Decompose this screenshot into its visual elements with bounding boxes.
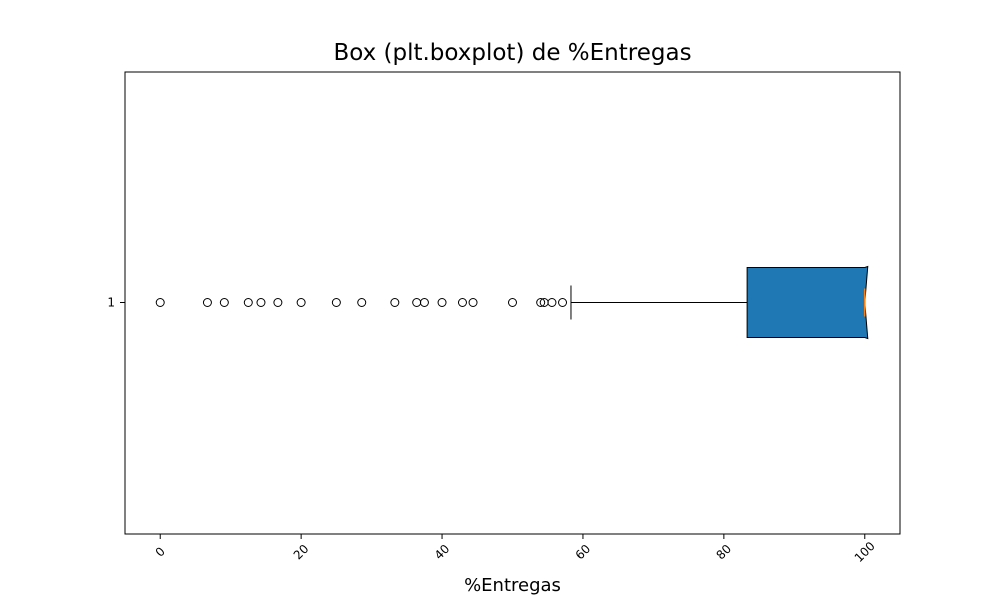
outlier-point: [219, 298, 229, 307]
outlier-point: [155, 298, 165, 307]
outlier-point: [390, 298, 400, 307]
outlier-point: [273, 298, 283, 307]
x-tick-label: 20: [291, 542, 312, 563]
outlier-point: [419, 298, 429, 307]
outlier-point: [536, 298, 546, 307]
outlier-point: [256, 298, 266, 307]
x-tick-label: 40: [432, 542, 453, 563]
x-tick-label: 60: [573, 542, 594, 563]
outlier-point: [558, 298, 568, 307]
outlier-point: [457, 298, 467, 307]
y-axis-ticks: 1: [107, 296, 125, 310]
x-axis-label: %Entregas: [464, 575, 561, 596]
outlier-point: [202, 298, 212, 307]
outlier-point: [437, 298, 447, 307]
whisker-group: [570, 285, 748, 320]
outlier-point: [468, 298, 478, 307]
x-axis-ticks: 0 20 40 60 80 100: [153, 534, 878, 565]
y-tick-label: 1: [107, 296, 115, 310]
x-tick-label: 80: [714, 542, 735, 563]
box-group: [746, 265, 869, 340]
outlier-point: [243, 298, 253, 307]
outlier-point: [296, 298, 306, 307]
outlier-point: [357, 298, 367, 307]
notched-box: [746, 265, 869, 340]
outlier-point: [331, 298, 341, 307]
outlier-point: [508, 298, 517, 307]
outlier-point: [412, 298, 422, 307]
outlier-group: [155, 298, 568, 307]
chart-title: Box (plt.boxplot) de %Entregas: [333, 40, 692, 66]
outlier-point: [547, 298, 557, 307]
x-tick-label: 0: [153, 544, 168, 559]
x-tick-label: 100: [852, 539, 878, 565]
